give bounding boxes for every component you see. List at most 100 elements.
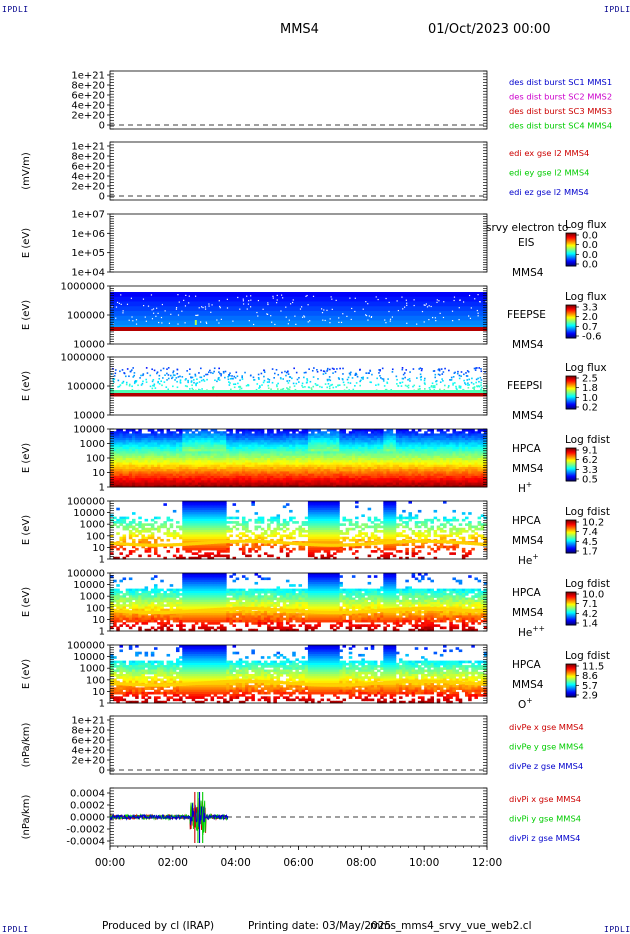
hpca-pixel <box>157 554 161 558</box>
hpca-pixel <box>229 475 233 479</box>
hpca-pixel <box>169 433 174 437</box>
hpca-pixel <box>329 475 334 479</box>
feepsi-pixel <box>275 368 278 371</box>
hpca-pixel <box>449 484 453 488</box>
hpca-pixel <box>405 484 409 488</box>
hpca-pixel <box>455 484 460 488</box>
feepsi-pixel <box>119 370 121 373</box>
hpca-pixel <box>257 455 262 459</box>
hpca-pixel <box>320 482 325 486</box>
hpca-pixel <box>458 444 463 448</box>
hpca-pixel <box>443 444 447 448</box>
feepsi-pixel <box>326 378 329 381</box>
feepsi-pixel <box>208 371 210 373</box>
hpca-pixel <box>273 478 277 481</box>
hpca-pixel <box>446 475 450 479</box>
feepsi-pixel <box>349 373 352 376</box>
hpca-pixel <box>201 538 205 542</box>
feepse-speck <box>266 313 268 315</box>
hpca-pixel <box>144 536 149 540</box>
feepsi-pixel <box>311 369 314 372</box>
hpca-pixel <box>301 480 306 483</box>
hpca-pixel <box>417 480 422 483</box>
hpca-pixel <box>131 512 136 515</box>
hpca-pixel <box>364 460 369 463</box>
hpca-pixel <box>216 538 221 542</box>
hpca-pixel <box>191 466 196 470</box>
hpca-pixel <box>182 453 186 457</box>
hpca-pixel <box>383 475 387 479</box>
hpca-pixel <box>116 521 120 524</box>
hpca-pixel <box>254 462 259 466</box>
hpca-pixel <box>128 446 133 450</box>
hpca-pixel <box>166 444 171 448</box>
hpca-pixel <box>395 484 400 488</box>
hpca-pixel <box>436 475 441 479</box>
hpca-pixel <box>301 455 306 459</box>
hpca-pixel <box>116 458 120 461</box>
hpca-pixel <box>326 451 331 454</box>
hpca-pixel <box>267 478 271 481</box>
feepse-speck <box>248 320 250 322</box>
hpca-pixel <box>166 435 171 439</box>
feepsi-pixel <box>402 373 405 376</box>
hpca-pixel <box>245 437 249 441</box>
feepsi-pixel <box>233 375 236 378</box>
hpca-pixel <box>153 433 158 437</box>
hpca-pixel <box>307 473 312 477</box>
hpca-pixel <box>348 433 353 437</box>
feepse-speck <box>219 305 221 308</box>
feepse-speck <box>200 321 202 323</box>
feepsi-pixel <box>350 371 352 374</box>
hpca-pixel <box>160 482 164 486</box>
hpca-pixel <box>414 466 419 470</box>
hpca-pixel <box>405 464 409 468</box>
hpca-pixel <box>411 433 416 437</box>
hpca-pixel <box>282 464 287 468</box>
hpca-pixel <box>238 435 243 439</box>
hpca-pixel <box>110 453 114 457</box>
hpca-pixel <box>157 444 161 448</box>
hpca-pixel <box>141 446 145 450</box>
hpca-pixel <box>185 440 189 443</box>
hpca-pixel <box>138 469 142 472</box>
hpca-pixel <box>194 446 199 450</box>
hpca-pixel <box>480 466 485 470</box>
hpca-pixel <box>125 478 130 481</box>
hpca-pixel <box>248 433 252 437</box>
hpca-pixel <box>282 444 287 448</box>
hpca-pixel <box>461 455 466 459</box>
colorbar-segment <box>566 328 576 330</box>
hpca-pixel <box>348 462 353 466</box>
feepsi-pixel <box>282 387 285 390</box>
hpca-pixel <box>361 464 365 468</box>
hpca-pixel <box>433 446 438 450</box>
hpca-pixel <box>389 455 394 459</box>
feepsi-pixel <box>224 376 226 379</box>
feepsi-pixel <box>273 377 275 379</box>
hpca-pixel <box>474 466 478 470</box>
hpca-pixel <box>452 462 456 466</box>
hpca-pixel <box>245 451 249 454</box>
feepsi-pixel <box>329 368 331 371</box>
hpca-pixel <box>348 480 353 483</box>
hpca-pixel <box>361 453 365 457</box>
hpca-pixel <box>282 473 287 477</box>
hpca-pixel <box>326 464 331 468</box>
hpca-pixel <box>320 471 325 475</box>
hpca-pixel <box>289 475 293 479</box>
feepsi-pixel <box>236 375 239 378</box>
hpca-pixel <box>141 523 145 526</box>
colorbar-segment <box>566 261 576 264</box>
hpca-pixel <box>150 453 155 457</box>
hpca-pixel <box>157 437 161 441</box>
hpca-pixel <box>194 545 199 549</box>
feepsi-pixel <box>134 381 136 383</box>
hpca-pixel <box>439 442 444 446</box>
feepsi-pixel <box>128 384 131 387</box>
feepsi-pixel <box>480 388 482 391</box>
hpca-pixel <box>219 455 224 459</box>
hpca-pixel <box>455 462 460 466</box>
hpca-pixel <box>197 462 202 466</box>
hpca-pixel <box>116 460 120 463</box>
